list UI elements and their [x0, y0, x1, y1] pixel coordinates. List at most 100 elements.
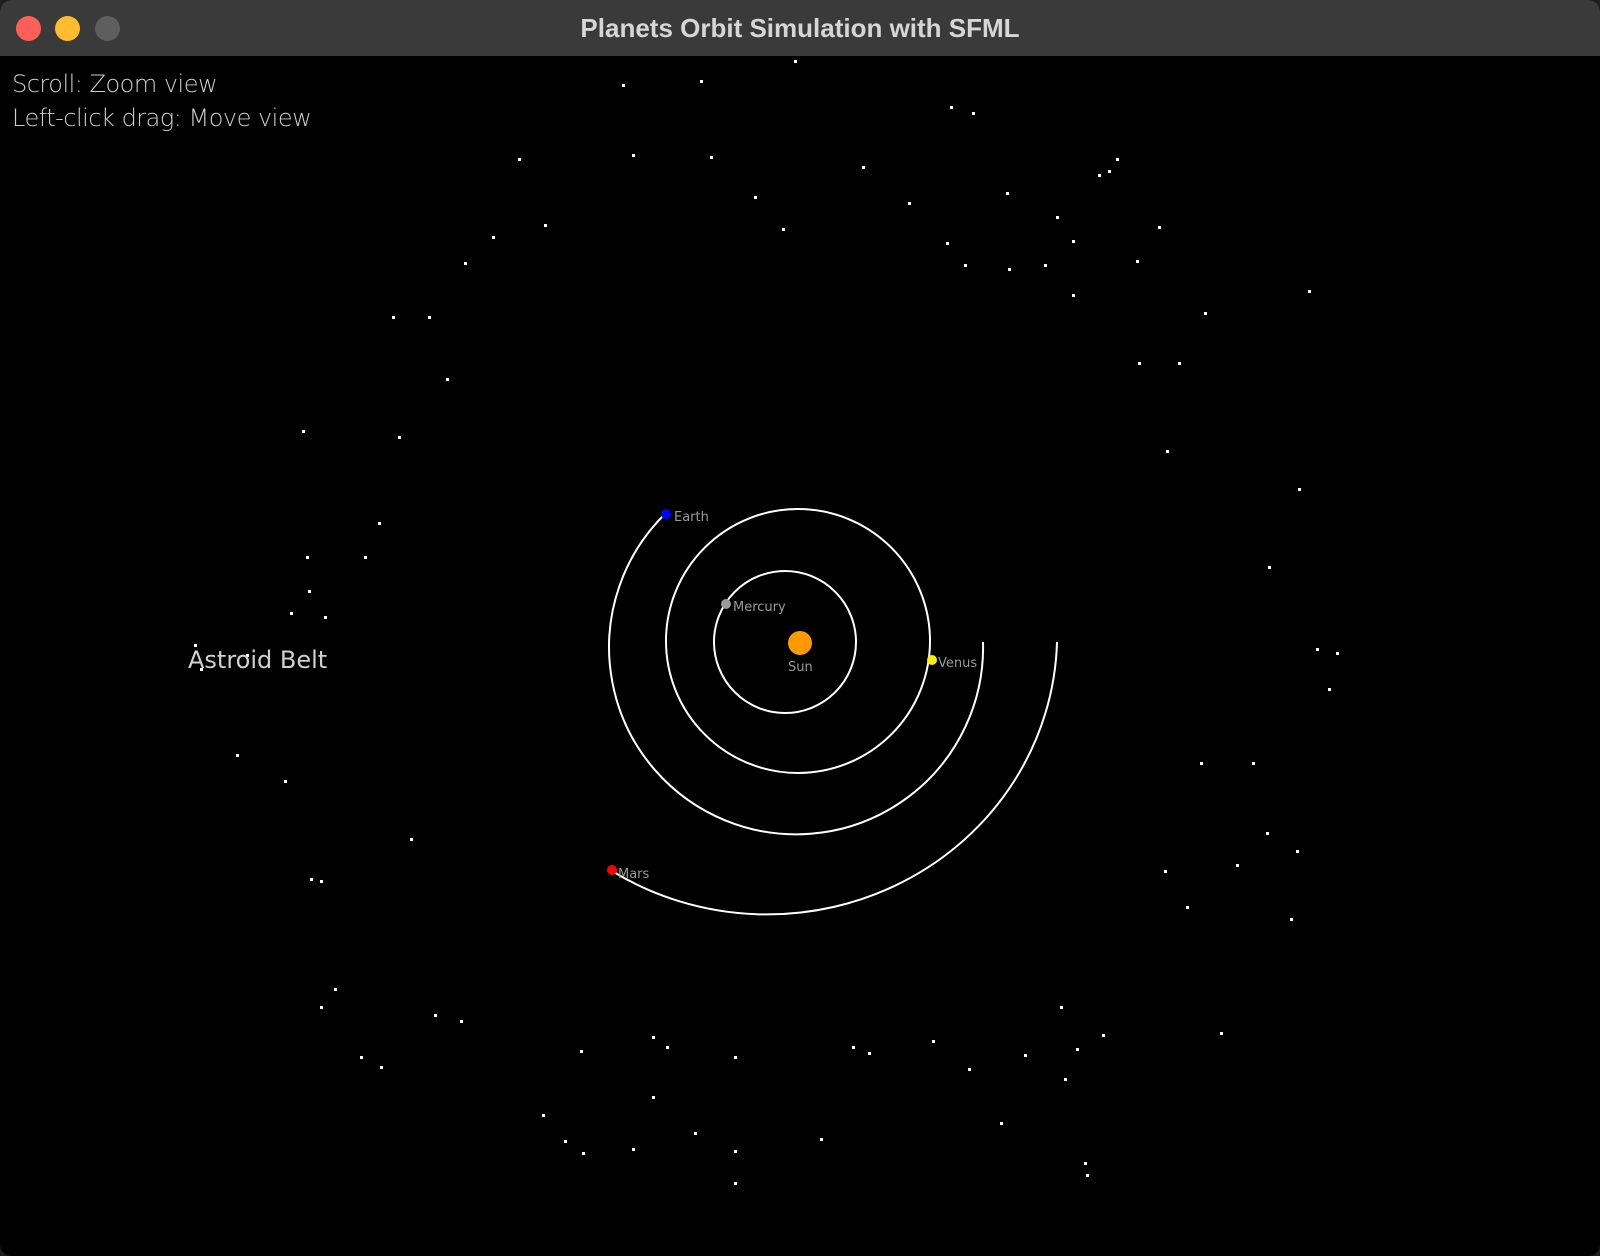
asteroid-dot [364, 556, 367, 559]
asteroid-belt-label: Astroid Belt [188, 646, 327, 674]
asteroid-dot [284, 780, 287, 783]
asteroid-belt [194, 60, 1339, 1185]
asteroid-dot [1316, 648, 1319, 651]
asteroid-dot [378, 522, 381, 525]
asteroid-dot [290, 612, 293, 615]
asteroid-dot [734, 1150, 737, 1153]
asteroid-dot [1266, 832, 1269, 835]
asteroid-dot [694, 1132, 697, 1135]
asteroid-dot [320, 880, 323, 883]
asteroid-dot [908, 202, 911, 205]
asteroid-dot [1164, 870, 1167, 873]
sun-label: Sun [788, 660, 813, 675]
asteroid-dot [392, 316, 395, 319]
asteroid-dot [1084, 1162, 1087, 1165]
solar-system-scene[interactable]: Sun Mercury Venus Earth Mars Astroid Bel… [0, 56, 1600, 1256]
asteroid-dot [700, 80, 703, 83]
mercury-planet [721, 599, 731, 609]
venus-planet [927, 655, 937, 665]
asteroid-dot [308, 590, 311, 593]
asteroid-dot [632, 154, 635, 157]
asteroid-dot [544, 224, 547, 227]
asteroid-dot [306, 556, 309, 559]
asteroid-dot [1108, 170, 1111, 173]
venus-orbit [665, 508, 931, 774]
asteroid-dot [1064, 1078, 1067, 1081]
asteroid-dot [754, 196, 757, 199]
asteroid-dot [968, 1068, 971, 1071]
asteroid-dot [324, 616, 327, 619]
asteroid-dot [1056, 216, 1059, 219]
asteroid-dot [1006, 192, 1009, 195]
asteroid-dot [1008, 268, 1011, 271]
asteroid-dot [246, 654, 249, 657]
asteroid-dot [310, 878, 313, 881]
maximize-window-button[interactable] [95, 16, 120, 41]
asteroid-dot [632, 1148, 635, 1151]
venus-label: Venus [938, 656, 977, 671]
asteroid-dot [236, 754, 239, 757]
asteroid-dot [464, 262, 467, 265]
asteroid-dot [946, 242, 949, 245]
asteroid-dot [1336, 652, 1339, 655]
close-window-button[interactable] [16, 16, 41, 41]
asteroid-dot [1166, 450, 1169, 453]
asteroid-dot [492, 236, 495, 239]
earth-label: Earth [674, 510, 709, 525]
title-bar[interactable]: Planets Orbit Simulation with SFML [0, 0, 1600, 57]
asteroid-dot [1308, 290, 1311, 293]
mars-orbit [611, 641, 1058, 916]
minimize-window-button[interactable] [55, 16, 80, 41]
asteroid-dot [1220, 1032, 1223, 1035]
asteroid-dot [564, 1140, 567, 1143]
mars-label: Mars [618, 867, 650, 882]
asteroid-dot [1044, 264, 1047, 267]
asteroid-dot [1116, 158, 1119, 161]
asteroid-dot [1186, 906, 1189, 909]
asteroid-dot [380, 1066, 383, 1069]
asteroid-dot [1296, 850, 1299, 853]
asteroid-dot [710, 156, 713, 159]
mercury-orbit [713, 570, 857, 714]
asteroid-dot [1000, 1122, 1003, 1125]
asteroid-dot [1138, 362, 1141, 365]
asteroid-dot [334, 988, 337, 991]
asteroid-dot [1072, 240, 1075, 243]
asteroid-dot [734, 1056, 737, 1059]
asteroid-dot [1204, 312, 1207, 315]
window-title: Planets Orbit Simulation with SFML [580, 13, 1020, 43]
earth-planet [661, 509, 671, 519]
asteroid-dot [320, 1006, 323, 1009]
asteroid-dot [1136, 260, 1139, 263]
asteroid-dot [1328, 688, 1331, 691]
asteroid-dot [1024, 1054, 1027, 1057]
asteroid-dot [360, 1056, 363, 1059]
asteroid-dot [868, 1052, 871, 1055]
asteroid-dot [200, 668, 203, 671]
asteroid-dot [1236, 864, 1239, 867]
simulation-canvas[interactable]: Sun Mercury Venus Earth Mars Astroid Bel… [0, 56, 1600, 1256]
asteroid-dot [410, 838, 413, 841]
asteroid-dot [622, 84, 625, 87]
asteroid-dot [398, 436, 401, 439]
asteroid-dot [1178, 362, 1181, 365]
asteroid-dot [820, 1138, 823, 1141]
asteroid-dot [1086, 1174, 1089, 1177]
asteroid-dot [518, 158, 521, 161]
asteroid-dot [1268, 566, 1271, 569]
asteroid-dot [194, 644, 197, 647]
mars-planet [607, 865, 617, 875]
move-hint: Left-click drag: Move view [12, 104, 312, 132]
asteroid-dot [1060, 1006, 1063, 1009]
asteroid-dot [964, 264, 967, 267]
asteroid-dot [582, 1152, 585, 1155]
asteroid-dot [460, 1020, 463, 1023]
asteroid-dot [1072, 294, 1075, 297]
asteroid-dot [1076, 1048, 1079, 1051]
asteroid-dot [972, 112, 975, 115]
zoom-hint: Scroll: Zoom view [12, 70, 218, 98]
asteroid-dot [1252, 762, 1255, 765]
asteroid-dot [734, 1182, 737, 1185]
asteroid-dot [666, 1046, 669, 1049]
